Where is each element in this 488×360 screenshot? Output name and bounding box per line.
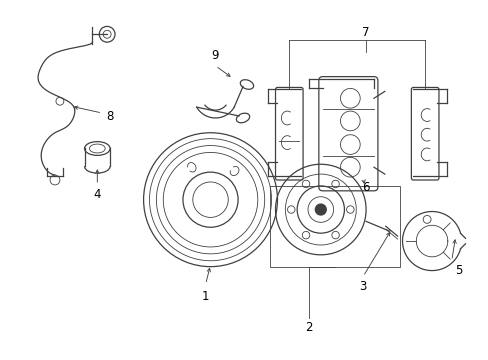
Text: 7: 7 (362, 26, 369, 39)
Text: 8: 8 (106, 109, 114, 122)
Text: 5: 5 (454, 264, 461, 277)
Circle shape (315, 204, 325, 215)
Text: 2: 2 (305, 321, 312, 334)
Text: 1: 1 (202, 290, 209, 303)
Text: 4: 4 (93, 188, 101, 201)
Text: 9: 9 (211, 49, 219, 62)
Text: 3: 3 (359, 280, 366, 293)
Bar (269, 186, 399, 267)
Text: 6: 6 (362, 181, 369, 194)
